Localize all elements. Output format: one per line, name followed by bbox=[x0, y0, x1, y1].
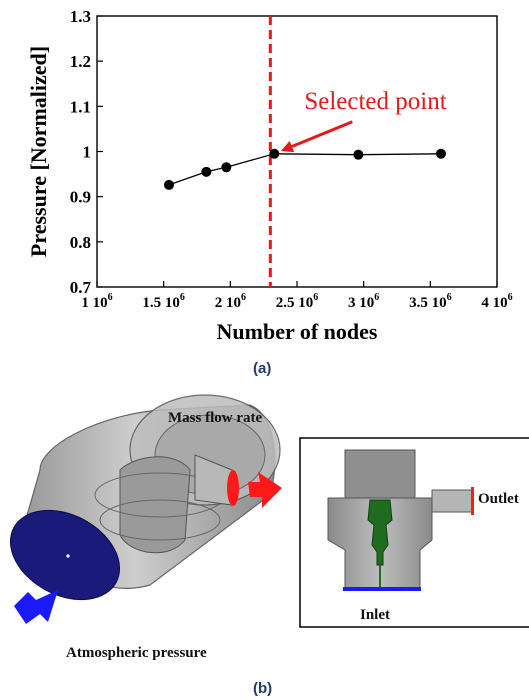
geometry-illustration bbox=[9, 394, 529, 628]
cross-section-panel bbox=[299, 437, 529, 628]
x-tick-label-3: 2.5 106 bbox=[276, 292, 319, 311]
selected-point-label: Selected point bbox=[304, 88, 446, 115]
section-outlet-pipe bbox=[431, 489, 473, 513]
selected-point-arrow-shaft bbox=[291, 120, 353, 148]
section-inlet-stem bbox=[379, 565, 381, 588]
convergence-chart: 0.7 0.8 0.9 1 1.1 1.2 1.3 1 106 1.5 106 2 106 2.5 … bbox=[26, 7, 513, 344]
y-tick-label-4: 1.1 bbox=[70, 97, 91, 116]
data-point-2 bbox=[221, 162, 232, 173]
inlet-label: Inlet bbox=[360, 607, 390, 623]
x-tick-label-4: 3 106 bbox=[348, 292, 379, 311]
y-tick-label-2: 0.9 bbox=[70, 188, 91, 207]
x-tick-label-5: 3.5 106 bbox=[409, 292, 452, 311]
chart-axes: 0.7 0.8 0.9 1 1.1 1.2 1.3 1 106 1.5 106 2 106 2.5 … bbox=[26, 7, 513, 344]
housing-3d bbox=[9, 394, 281, 601]
housing-internal-band bbox=[99, 499, 221, 541]
chart-series-group bbox=[164, 148, 446, 190]
y-tick-label-0: 0.7 bbox=[70, 278, 92, 297]
panel-a-label: (a) bbox=[253, 360, 272, 377]
y-tick-label-1: 0.8 bbox=[70, 233, 91, 252]
data-point-3 bbox=[269, 148, 280, 159]
x-axis-title: Number of nodes bbox=[217, 319, 378, 344]
data-point-4 bbox=[353, 149, 364, 160]
x-tick-label-6: 4 106 bbox=[481, 292, 512, 311]
section-top-block bbox=[344, 449, 416, 499]
y-tick-label-3: 1 bbox=[83, 143, 92, 162]
chart-annotation-group: Selected point bbox=[280, 88, 447, 153]
x-tick-label-0: 1 106 bbox=[81, 292, 112, 311]
mass-flow-rate-label: Mass flow rate bbox=[168, 410, 263, 426]
inlet-disk bbox=[9, 509, 121, 601]
inlet-center-dot bbox=[66, 554, 70, 558]
data-point-5 bbox=[436, 148, 446, 159]
section-inlet-insert bbox=[367, 499, 393, 566]
y-tick-label-6: 1.3 bbox=[70, 7, 91, 26]
housing-internal-structure bbox=[119, 456, 191, 554]
panel-b-label: (b) bbox=[253, 680, 273, 697]
data-point-1 bbox=[201, 166, 212, 177]
x-tick-label-1: 1.5 106 bbox=[142, 292, 185, 311]
series-line-0 bbox=[168, 153, 442, 186]
data-point-0 bbox=[164, 179, 174, 190]
y-axis-title: Pressure [Normalized] bbox=[26, 46, 51, 257]
outlet-opening bbox=[227, 470, 239, 506]
y-tick-label-5: 1.2 bbox=[70, 52, 91, 71]
atmospheric-pressure-label: Atmospheric pressure bbox=[66, 645, 207, 661]
outlet-label: Outlet bbox=[478, 491, 519, 507]
section-outlet-marker bbox=[471, 487, 474, 515]
x-tick-label-2: 2 106 bbox=[215, 292, 246, 311]
inlet-blue-arrow bbox=[14, 590, 58, 624]
outlet-red-arrow bbox=[248, 472, 282, 508]
section-inlet-marker bbox=[343, 587, 421, 591]
selected-point-arrow-head bbox=[280, 140, 295, 153]
